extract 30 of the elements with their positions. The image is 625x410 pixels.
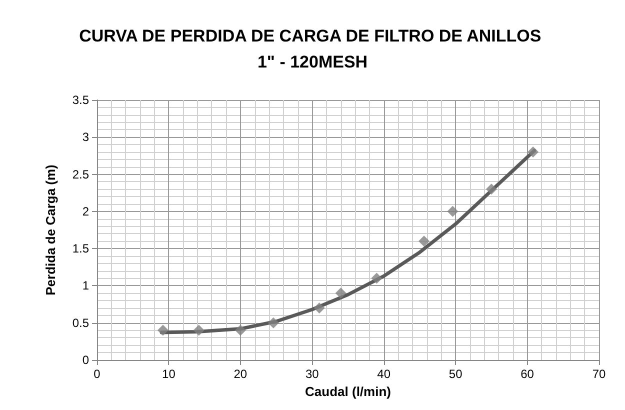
point <box>335 288 346 299</box>
point <box>528 146 539 158</box>
y-tick-label: 1 <box>82 278 90 293</box>
point <box>486 184 497 195</box>
x-tick-label: 30 <box>305 367 320 381</box>
chart-title: CURVA DE PERDIDA DE CARGA DE FILTRO DE ANILLOS 1" - 120MESH <box>79 26 546 72</box>
x-axis-title: Caudal (l/min) <box>305 384 391 399</box>
x-tick-label: 70 <box>592 367 606 381</box>
point <box>268 317 279 328</box>
x-tick-label: 0 <box>94 367 101 381</box>
y-tick-label: 3.5 <box>72 93 90 107</box>
y-axis-title: Perdida de Carga (m) <box>43 164 58 296</box>
point <box>418 236 430 247</box>
x-tick-label: 50 <box>448 367 463 381</box>
x-tick-label: 40 <box>377 367 391 381</box>
x-tick-label: 60 <box>520 367 534 381</box>
y-tick-label: 0.5 <box>72 316 90 330</box>
y-tick-label: 3 <box>82 130 90 144</box>
y-tick-label: 2 <box>82 204 90 218</box>
point <box>234 324 246 336</box>
point <box>157 324 168 336</box>
point <box>371 272 382 284</box>
y-tick-label: 2.5 <box>72 167 90 182</box>
y-tick-label: 1.5 <box>72 242 90 256</box>
y-tick-label: 0 <box>82 353 90 367</box>
point <box>193 324 204 336</box>
x-tick-label: 20 <box>234 367 248 381</box>
point <box>447 206 458 217</box>
x-tick-label: 10 <box>162 367 176 381</box>
point <box>314 302 325 314</box>
